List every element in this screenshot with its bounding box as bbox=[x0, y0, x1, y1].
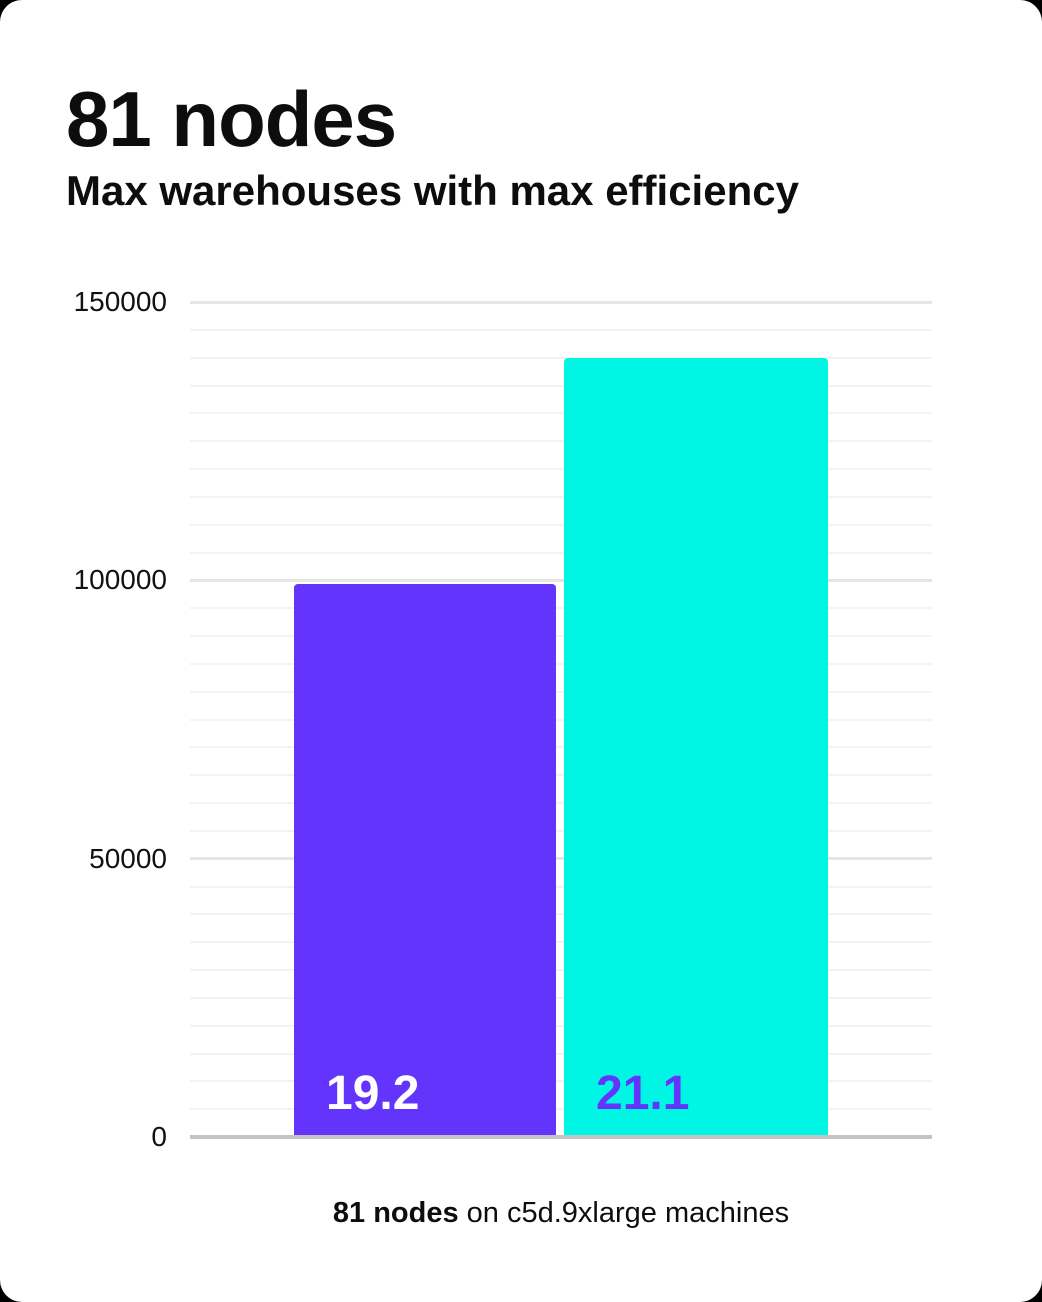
minor-gridline bbox=[190, 969, 932, 971]
minor-gridline bbox=[190, 886, 932, 888]
caption-text: on c5d.9xlarge machines bbox=[458, 1197, 790, 1229]
minor-gridline bbox=[190, 524, 932, 526]
minor-gridline bbox=[190, 329, 932, 331]
y-tick-label: 100000 bbox=[73, 564, 167, 595]
minor-gridline bbox=[190, 997, 932, 999]
minor-gridline bbox=[190, 802, 932, 804]
minor-gridline bbox=[190, 746, 932, 748]
minor-gridline bbox=[190, 1108, 932, 1110]
minor-gridline bbox=[190, 830, 932, 832]
minor-gridline bbox=[190, 1080, 932, 1082]
minor-gridline bbox=[190, 691, 932, 693]
bar-value-label: 19.2 bbox=[326, 1067, 420, 1120]
chart-caption: 81 nodes on c5d.9xlarge machines bbox=[190, 1192, 932, 1234]
minor-gridline bbox=[190, 440, 932, 442]
minor-gridline bbox=[190, 635, 932, 637]
minor-gridline bbox=[190, 468, 932, 470]
y-tick-label: 50000 bbox=[89, 843, 167, 874]
minor-gridline bbox=[190, 941, 932, 943]
minor-gridline bbox=[190, 913, 932, 915]
minor-gridline bbox=[190, 412, 932, 414]
bar-1: 19.2 bbox=[294, 584, 556, 1136]
major-gridline bbox=[190, 857, 932, 860]
minor-gridline bbox=[190, 1053, 932, 1055]
minor-gridline bbox=[190, 663, 932, 665]
major-gridline bbox=[190, 301, 932, 304]
y-tick-label: 150000 bbox=[73, 286, 167, 317]
major-gridline bbox=[190, 579, 932, 582]
minor-gridline bbox=[190, 496, 932, 498]
minor-gridline bbox=[190, 774, 932, 776]
y-tick-label: 0 bbox=[151, 1121, 167, 1152]
minor-gridline bbox=[190, 552, 932, 554]
minor-gridline bbox=[190, 1025, 932, 1027]
minor-gridline bbox=[190, 385, 932, 387]
bar-2: 21.1 bbox=[564, 358, 828, 1136]
page-title: 81 nodes bbox=[66, 75, 397, 163]
x-axis-line bbox=[190, 1135, 932, 1139]
minor-gridline bbox=[190, 719, 932, 721]
page-subtitle: Max warehouses with max efficiency bbox=[66, 167, 799, 214]
minor-gridline bbox=[190, 357, 932, 359]
minor-gridline bbox=[190, 607, 932, 609]
bar-value-label: 21.1 bbox=[596, 1067, 690, 1120]
caption-highlight: 81 nodes bbox=[332, 1197, 459, 1229]
